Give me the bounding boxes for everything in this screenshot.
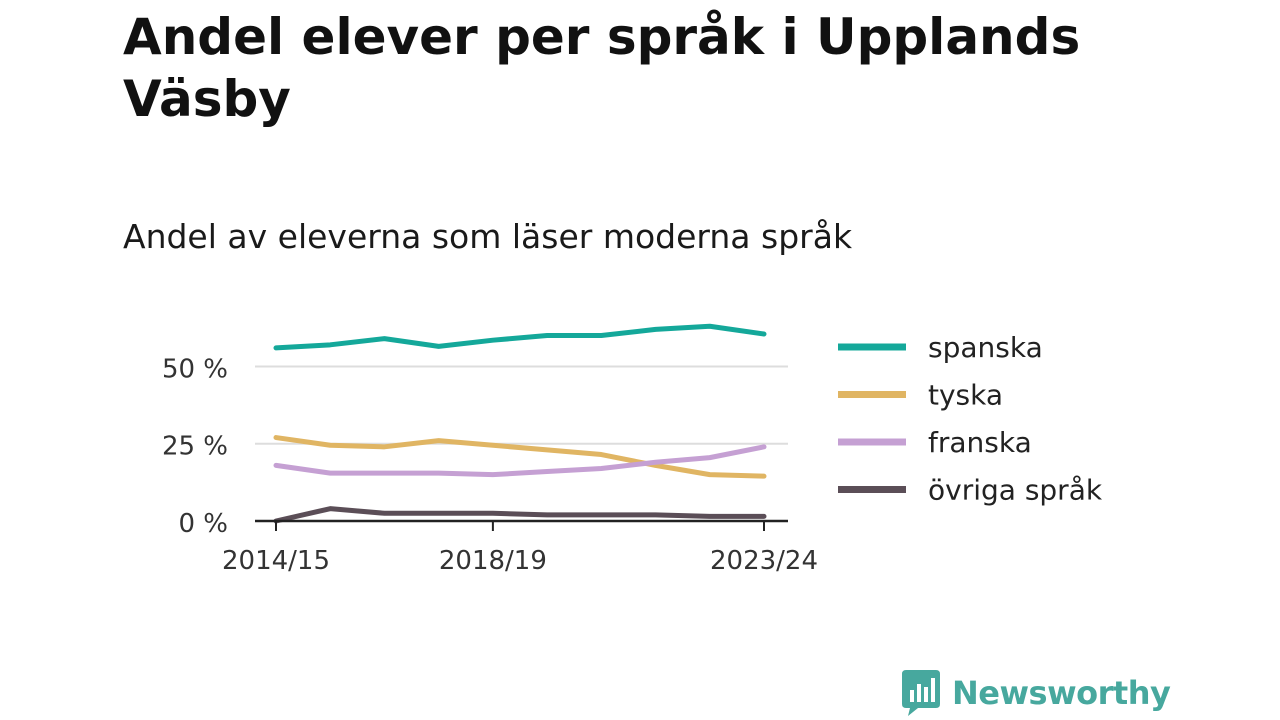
legend-label: spanska <box>928 331 1043 364</box>
x-axis: 2014/15 2018/19 2023/24 <box>222 519 818 576</box>
legend: spanska tyska franska övriga språk <box>838 331 1103 507</box>
series-lines <box>273 323 767 524</box>
series-line-1 <box>273 435 767 479</box>
x-tick-label: 2023/24 <box>710 546 818 576</box>
legend-label: franska <box>928 426 1032 459</box>
series-line-3 <box>273 506 767 524</box>
series-line-0 <box>273 323 767 351</box>
brand-name: Newsworthy <box>952 674 1171 712</box>
y-tick-label: 0 % <box>178 509 228 539</box>
newsworthy-logo-icon <box>902 670 940 716</box>
x-tick-label: 2014/15 <box>222 546 330 576</box>
chart-title: Andel elever per språk i Upplands Väsby <box>123 8 1081 128</box>
newsworthy-brand: Newsworthy <box>900 668 1171 718</box>
legend-label: tyska <box>928 379 1003 412</box>
y-tick-label: 25 % <box>162 432 228 462</box>
chart-subtitle: Andel av eleverna som läser moderna språ… <box>123 217 853 256</box>
grid-lines: 0 % 25 % 50 % <box>162 354 788 539</box>
legend-label: övriga språk <box>928 474 1103 507</box>
x-tick-label: 2018/19 <box>439 546 547 576</box>
y-tick-label: 50 % <box>162 354 228 384</box>
series-line-2 <box>273 444 767 478</box>
